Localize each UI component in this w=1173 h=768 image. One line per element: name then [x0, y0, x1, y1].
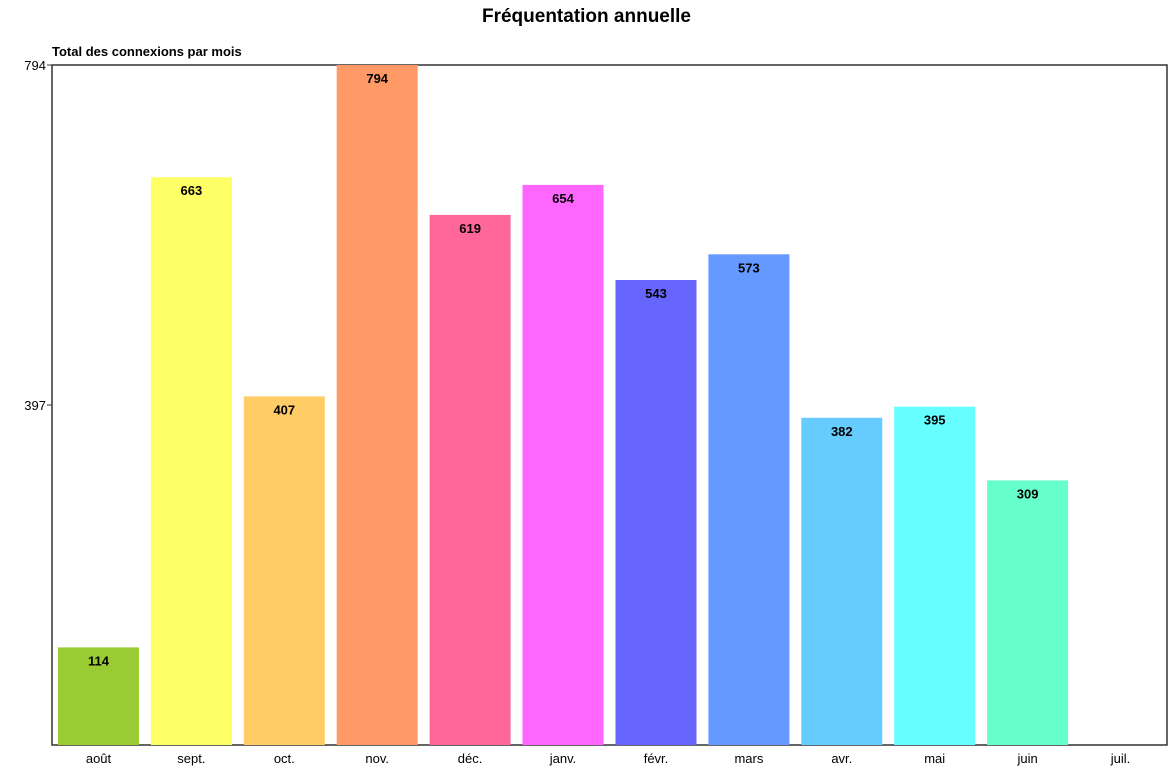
data-label-5: 654 [552, 191, 574, 206]
x-tick-label-5: janv. [549, 751, 577, 766]
data-label-1: 663 [181, 183, 203, 198]
bar-2 [243, 396, 325, 745]
y-axis-label: Total des connexions par mois [52, 44, 242, 59]
bar-1 [150, 177, 232, 745]
y-tick-label-0: 397 [24, 398, 46, 413]
data-label-4: 619 [459, 221, 481, 236]
bar-6 [615, 280, 697, 745]
data-label-7: 573 [738, 260, 760, 275]
data-label-0: 114 [88, 653, 110, 668]
bar-8 [801, 417, 883, 745]
bar-9 [894, 406, 976, 745]
data-label-8: 382 [831, 424, 853, 439]
x-tick-label-3: nov. [365, 751, 389, 766]
x-tick-label-0: août [86, 751, 112, 766]
x-tick-label-9: mai [924, 751, 945, 766]
x-tick-label-6: févr. [644, 751, 669, 766]
data-label-2: 407 [273, 402, 295, 417]
bar-7 [708, 254, 790, 746]
bar-0 [58, 647, 139, 745]
x-tick-label-8: avr. [831, 751, 852, 766]
y-tick-label-1: 794 [24, 58, 46, 73]
bar-3 [336, 65, 418, 745]
data-label-6: 543 [645, 286, 667, 301]
bar-4 [429, 214, 511, 745]
x-tick-label-7: mars [734, 751, 763, 766]
chart-title: Fréquentation annuelle [481, 6, 692, 27]
x-tick-label-11: juil. [1110, 751, 1131, 766]
data-label-10: 309 [1017, 486, 1039, 501]
bar-5 [522, 184, 604, 745]
data-label-3: 794 [366, 71, 388, 86]
x-tick-label-1: sept. [177, 751, 205, 766]
x-tick-label-10: juin [1016, 751, 1037, 766]
x-tick-label-4: déc. [458, 751, 483, 766]
data-label-9: 395 [924, 413, 946, 428]
bar-10 [987, 480, 1069, 745]
x-tick-label-2: oct. [274, 751, 295, 766]
